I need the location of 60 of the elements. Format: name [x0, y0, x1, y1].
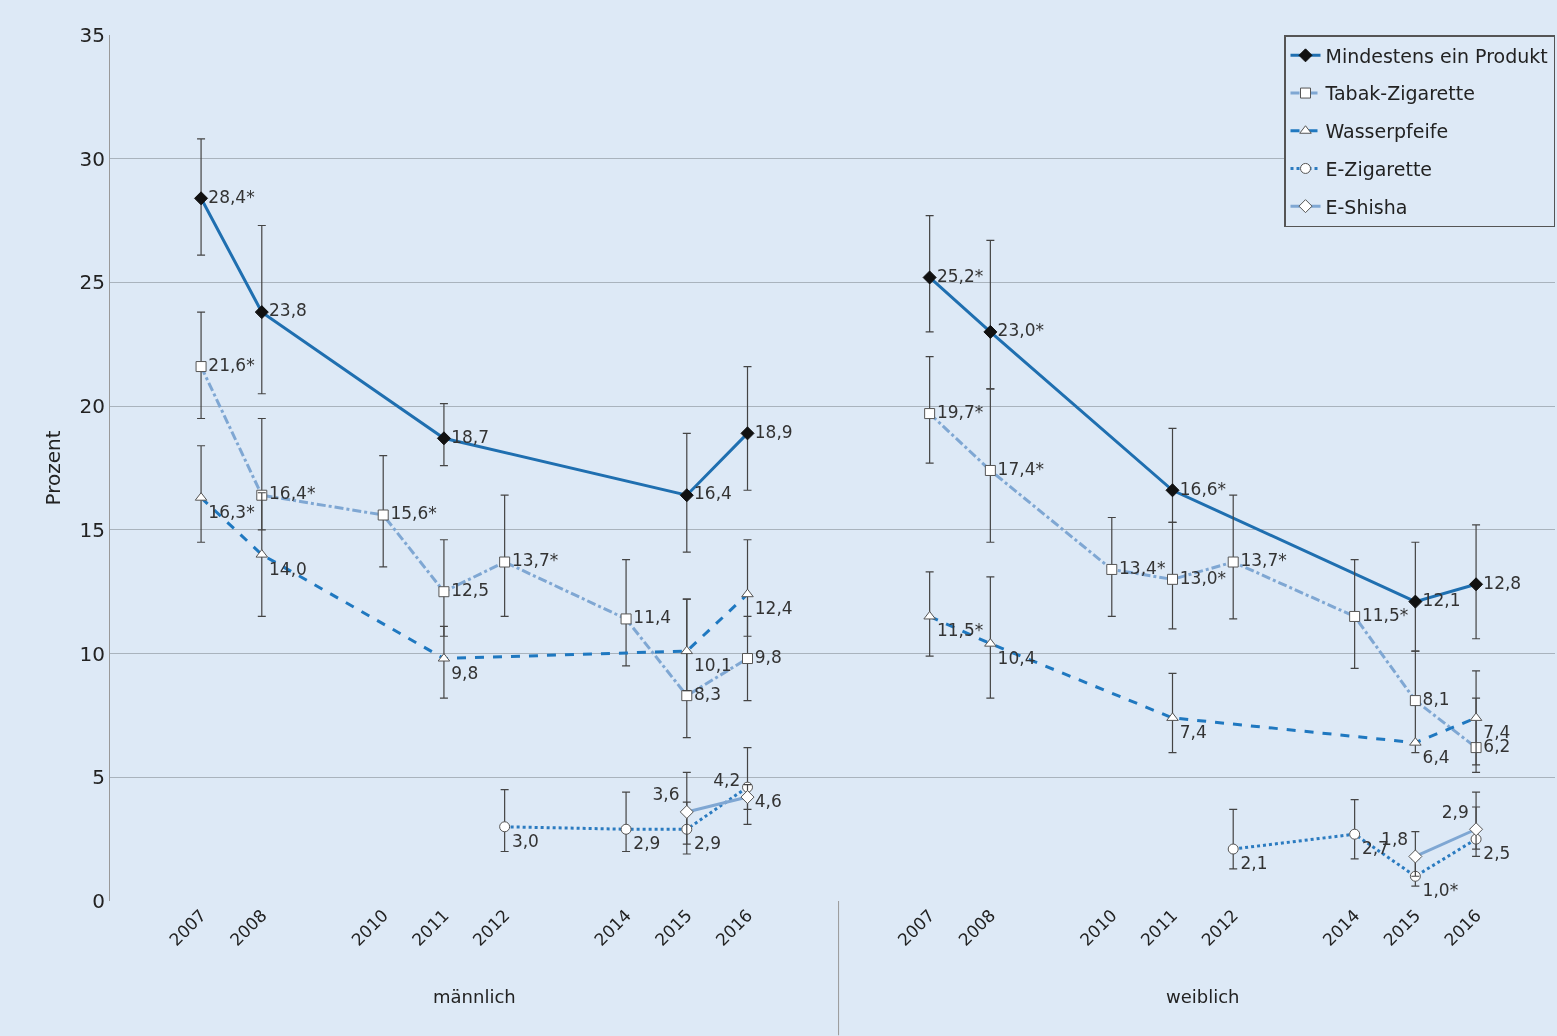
data-label: 23,8: [269, 300, 307, 321]
data-label: 15,6*: [390, 503, 437, 524]
data-label: 3,6: [652, 784, 680, 805]
data-label: 10,1: [694, 655, 732, 676]
data-label: 11,5*: [936, 620, 984, 641]
legend-label: Tabak-Zigarette: [1324, 82, 1475, 105]
y-tick-label: 5: [92, 765, 105, 790]
data-label: 14,0: [269, 558, 307, 579]
data-label: 6,4: [1422, 746, 1450, 767]
data-label: 12,5: [451, 579, 490, 600]
y-tick-label: 20: [79, 394, 105, 419]
data-label: 16,4*: [269, 483, 316, 504]
data-label: 1,0*: [1422, 880, 1459, 901]
data-label: 10,4: [997, 647, 1036, 668]
data-label: 13,0*: [1179, 567, 1227, 588]
data-label: 4,2: [713, 769, 741, 790]
y-axis-title: Prozent: [41, 430, 65, 506]
data-label: 12,4: [754, 598, 793, 619]
data-label: 9,8: [754, 646, 782, 667]
data-label: 25,2*: [936, 265, 984, 286]
text: männlich: [433, 986, 516, 1007]
data-label: 9,8: [451, 662, 479, 683]
data-label: 18,7: [451, 426, 490, 447]
y-tick-label: 25: [79, 270, 105, 295]
text: weiblich: [1166, 986, 1240, 1007]
legend-label: Wasserpfeife: [1325, 120, 1449, 143]
data-label: 2,9: [694, 833, 722, 854]
data-label: 18,9: [754, 421, 793, 442]
data-label: 8,3: [694, 683, 722, 704]
data-label: 11,4: [633, 607, 672, 628]
legend-label: E-Shisha: [1325, 195, 1408, 218]
data-label: 8,1: [1422, 688, 1450, 709]
data-label: 16,6*: [1179, 478, 1227, 499]
data-label: 16,4: [694, 483, 732, 504]
y-tick-label: 15: [79, 517, 105, 542]
y-tick-label: 30: [79, 146, 105, 171]
y-tick-label: 35: [79, 23, 105, 47]
data-label: 17,4*: [997, 458, 1044, 479]
data-label: 2,1: [1240, 853, 1268, 874]
data-label: 2,9: [633, 833, 661, 854]
y-tick-label: 10: [79, 641, 105, 666]
data-label: 11,5*: [1361, 604, 1409, 625]
data-label: 2,5: [1483, 843, 1511, 864]
data-label: 7,4: [1179, 721, 1207, 742]
data-label: 12,8: [1483, 572, 1522, 593]
data-label: 13,4*: [1119, 557, 1166, 578]
legend-label: E-Zigarette: [1325, 157, 1433, 180]
data-label: 4,6: [754, 791, 782, 812]
data-label: 28,4*: [208, 186, 255, 207]
data-label: 13,7*: [1240, 550, 1287, 571]
data-label: 21,6*: [208, 354, 255, 375]
data-label: 3,0: [511, 830, 539, 851]
y-tick-label: 0: [92, 889, 105, 913]
data-label: 19,7*: [936, 401, 984, 422]
data-label: 12,1: [1422, 589, 1461, 610]
data-label: 23,0*: [997, 320, 1044, 341]
data-label: 2,9: [1441, 801, 1469, 822]
data-label: 13,7*: [511, 550, 559, 571]
data-label: 16,3*: [208, 501, 255, 522]
legend-label: Mindestens ein Produkt: [1325, 44, 1548, 67]
